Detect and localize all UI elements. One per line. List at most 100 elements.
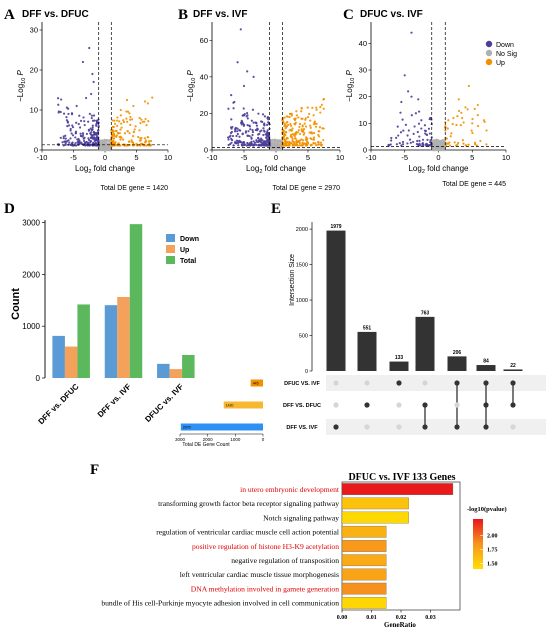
volcano-point <box>245 111 249 115</box>
legend-up-label-d: Up <box>180 247 189 254</box>
colorbar-tick-label: 1.75 <box>487 548 498 554</box>
volcano-point <box>259 141 263 144</box>
volcano-point <box>68 141 71 144</box>
volcano-point <box>413 125 416 128</box>
volcano-point <box>74 142 77 145</box>
volcano-point <box>120 136 123 139</box>
volcano-point <box>95 136 98 139</box>
x-axis-label: Log2 fold change <box>246 164 307 175</box>
volcano-point <box>401 140 405 144</box>
volcano-point <box>94 143 97 146</box>
volcano-point <box>120 126 123 129</box>
volcano-point <box>298 132 302 136</box>
volcano-point <box>315 106 318 109</box>
volcano-point <box>300 110 303 113</box>
volcano-point <box>272 144 275 147</box>
volcano-point <box>253 141 257 144</box>
membership-dot-inactive <box>396 424 402 430</box>
volcano-point <box>140 118 143 121</box>
volcano-point <box>83 136 86 139</box>
legend-total-label-d: Total <box>180 258 196 265</box>
volcano-point <box>322 107 325 110</box>
volcano-point <box>229 134 232 137</box>
volcano-point <box>75 104 78 108</box>
volcano-point <box>401 118 404 121</box>
volcano-c-title: DFUC vs. IVF <box>360 9 423 20</box>
set-size-label: 2970 <box>183 426 191 430</box>
volcano-point <box>128 132 131 135</box>
panel-letter-d: D <box>4 201 15 217</box>
volcano-point <box>236 130 239 133</box>
volcano-point <box>97 125 100 128</box>
y-tick-label: 30 <box>30 26 38 35</box>
membership-dot-active <box>422 402 428 408</box>
volcano-point <box>461 116 464 120</box>
volcano-point <box>443 148 446 152</box>
y-tick-label: 40 <box>359 39 367 48</box>
volcano-point <box>304 125 308 128</box>
volcano-point <box>117 142 120 145</box>
set-label: DFF VS. DFUC <box>283 403 321 409</box>
y-tick-label: 3000 <box>22 219 40 228</box>
volcano-point <box>421 142 424 145</box>
x-tick-label: 0.03 <box>425 615 436 621</box>
intersection-count: 133 <box>395 355 404 361</box>
enrichment-bar <box>341 497 409 510</box>
volcano-point <box>389 143 392 146</box>
volcano-point <box>122 120 125 124</box>
volcano-point <box>125 110 128 113</box>
volcano-point <box>312 114 315 117</box>
volcano-point <box>63 140 66 143</box>
volcano-point <box>287 123 290 127</box>
volcano-point <box>301 144 304 147</box>
volcano-point <box>313 131 316 135</box>
volcano-point <box>311 106 314 109</box>
volcano-point <box>309 137 312 140</box>
membership-dot-inactive <box>454 402 460 408</box>
volcano-point <box>252 144 255 147</box>
volcano-point <box>283 125 286 128</box>
volcano-point <box>113 119 116 122</box>
volcano-point <box>406 142 409 145</box>
volcano-point <box>91 126 94 129</box>
volcano-point <box>143 137 146 140</box>
volcano-point <box>66 125 69 128</box>
volcano-point <box>285 136 289 140</box>
volcano-point <box>317 130 320 133</box>
x-tick-label: -10 <box>37 153 48 162</box>
volcano-point <box>132 141 135 144</box>
intersection-bar <box>389 361 409 371</box>
volcano-point <box>314 144 318 147</box>
y-tick-label: 20 <box>30 66 38 75</box>
volcano-point <box>81 132 85 135</box>
intersection-bar <box>476 365 496 371</box>
volcano-point <box>283 116 286 119</box>
volcano-point <box>77 122 80 126</box>
volcano-point <box>230 118 233 121</box>
volcano-point <box>483 120 486 124</box>
volcano-point <box>471 122 474 125</box>
volcano-point <box>400 144 403 147</box>
volcano-point <box>107 140 111 143</box>
volcano-point <box>290 124 293 128</box>
volcano-point <box>315 122 318 125</box>
volcano-point <box>407 90 410 93</box>
matrix-row-band <box>326 419 546 435</box>
volcano-point <box>266 135 269 138</box>
volcano-point <box>320 144 323 147</box>
volcano-point <box>416 130 419 134</box>
volcano-point <box>64 137 67 140</box>
bar-d-ylabel: Count <box>10 288 22 320</box>
volcano-point <box>314 125 318 128</box>
volcano-point <box>88 46 91 50</box>
volcano-point <box>291 144 295 147</box>
volcano-point <box>268 136 271 139</box>
volcano-point <box>448 144 452 147</box>
volcano-point <box>322 98 325 101</box>
volcano-point <box>81 133 85 137</box>
volcano-point <box>399 111 402 114</box>
volcano-point <box>265 130 269 134</box>
volcano-point <box>295 143 298 147</box>
volcano-point <box>125 117 128 120</box>
intersection-count: 551 <box>363 325 372 331</box>
